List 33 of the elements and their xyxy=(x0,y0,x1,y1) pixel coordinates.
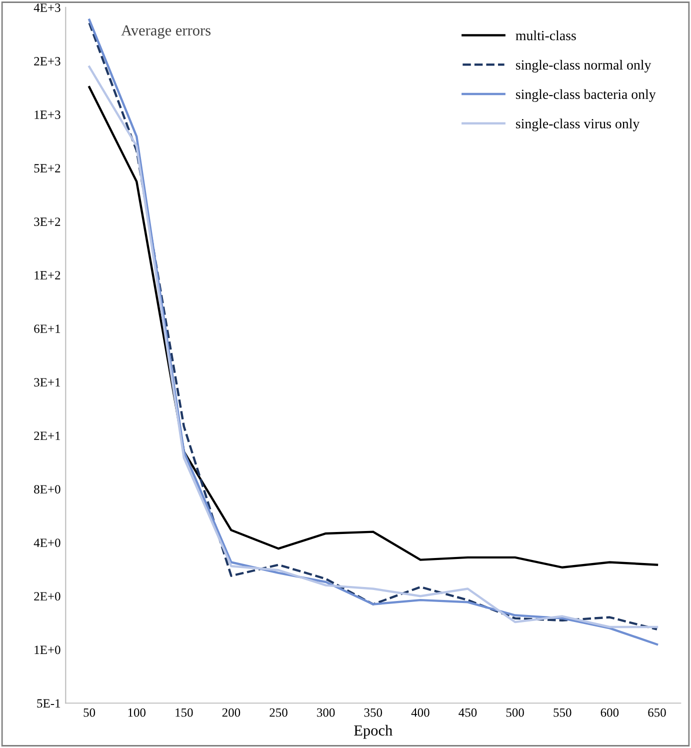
legend-label: multi-class xyxy=(516,30,576,40)
x-tick-label: 400 xyxy=(411,708,430,717)
x-tick-label: 200 xyxy=(222,708,240,717)
x-tick-label: 650 xyxy=(648,708,666,717)
y-tick-label: 3E+2 xyxy=(34,218,60,226)
x-tick-label: 50 xyxy=(84,708,96,717)
x-tick-label: 250 xyxy=(270,708,288,717)
y-tick-label: 2E+1 xyxy=(34,432,60,440)
y-tick-label: 5E-1 xyxy=(37,699,60,708)
text: Average errors xyxy=(121,25,211,39)
y-tick-label: 4E+3 xyxy=(34,4,60,12)
legend-label: single-class normal only xyxy=(516,60,652,72)
x-tick-label: 450 xyxy=(458,708,477,717)
y-tick-label: 1E+3 xyxy=(34,110,60,119)
y-tick-label: 1E+0 xyxy=(34,646,60,654)
legend-label: single-class virus only xyxy=(516,118,640,132)
x-tick-label: 300 xyxy=(317,708,335,717)
x-tick-label: 600 xyxy=(600,708,619,717)
y-tick-label: 2E+0 xyxy=(34,592,60,601)
y-tick-label: 5E+2 xyxy=(34,164,60,172)
legend-label: single-class bacteria only xyxy=(516,89,656,102)
x-tick-label: 500 xyxy=(506,708,524,717)
y-tick-label: 3E+1 xyxy=(34,378,60,387)
y-tick-label: 1E+2 xyxy=(34,271,60,280)
x-tick-label: 100 xyxy=(128,708,146,717)
y-tick-label: 8E+0 xyxy=(34,485,60,494)
x-tick-label: 350 xyxy=(364,708,382,717)
x-tick-label: 550 xyxy=(554,708,572,717)
x-axis-title: Epoch xyxy=(354,724,392,739)
y-tick-label: 6E+1 xyxy=(34,324,60,334)
x-tick-label: 150 xyxy=(176,708,193,717)
y-tick-label: 2E+3 xyxy=(34,57,60,66)
y-tick-label: 4E+0 xyxy=(34,538,60,548)
